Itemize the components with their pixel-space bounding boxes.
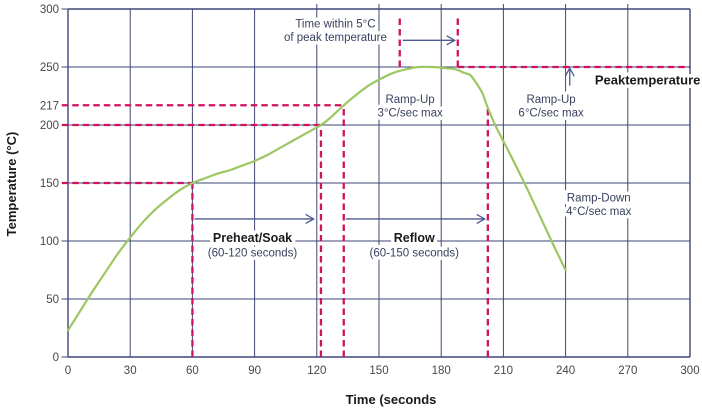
y-tick-label: 200 — [40, 120, 59, 132]
y-tick-label: 150 — [40, 178, 59, 190]
arrow-head — [446, 35, 457, 46]
y-tick-label: 0 — [53, 352, 59, 364]
x-tick-label: 240 — [556, 365, 575, 377]
ramp-up-3-label: Ramp-Up — [385, 94, 434, 106]
x-tick-label: 180 — [432, 365, 451, 377]
peak-window-arrow — [402, 35, 457, 46]
y-tick-label: 300 — [40, 4, 59, 16]
x-tick-label: 270 — [618, 365, 637, 377]
y-axis-title: Temperature (°C) — [4, 132, 19, 237]
arrow-head — [476, 213, 487, 225]
peak-temperature-label: Peaktemperature — [595, 72, 701, 87]
arrow-head — [305, 213, 316, 225]
y-tick-label: 50 — [46, 294, 59, 306]
preheat-range-arrow — [194, 213, 316, 225]
ramp-up-3-label: 3°C/sec max — [377, 107, 443, 119]
ramp-up-6-label: 6°C/sec max — [518, 107, 584, 119]
ramp-up-6-label: Ramp-Up — [526, 94, 575, 106]
arrow-head — [564, 66, 575, 77]
dashed-guide-lines — [61, 15, 690, 357]
peak-window-label: Time within 5°C — [295, 19, 375, 31]
axis-tick-labels: 0 30 60 90 120 150 180 210 240 270 300 0 50 100 150 200… — [40, 4, 700, 377]
preheat-soak-label: Preheat/Soak — [213, 231, 292, 245]
x-tick-label: 60 — [186, 365, 199, 377]
x-tick-label: 210 — [494, 365, 513, 377]
y-tick-label: 250 — [40, 62, 59, 74]
peak-temperature-arrow — [564, 66, 575, 86]
range-arrows — [194, 35, 575, 225]
x-axis-title: Time (seconds — [346, 392, 437, 407]
y-tick-label: 100 — [40, 236, 59, 248]
x-tick-label: 300 — [680, 365, 699, 377]
reflow-label: Reflow — [394, 231, 435, 245]
x-tick-label: 0 — [65, 365, 71, 377]
peak-window-label: of peak temperature — [284, 32, 387, 44]
x-tick-label: 30 — [124, 365, 137, 377]
grid-lines — [61, 4, 691, 358]
reflow-range: (60-150 seconds) — [369, 248, 459, 260]
x-tick-label: 120 — [307, 365, 326, 377]
x-tick-label: 150 — [369, 365, 388, 377]
reflow-range-arrow — [345, 213, 487, 225]
x-tick-label: 90 — [248, 365, 261, 377]
y-tick-label: 217 — [40, 100, 59, 112]
annotation-labels: Time within 5°Cof peak temperature Ramp-U… — [204, 15, 702, 263]
temperature-curve-path — [66, 65, 567, 332]
ramp-down-label: Ramp-Down — [567, 193, 631, 205]
temperature-curve — [66, 65, 567, 332]
preheat-soak-range: (60-120 seconds) — [208, 248, 298, 260]
ramp-down-label: 4°C/sec max — [566, 206, 632, 218]
